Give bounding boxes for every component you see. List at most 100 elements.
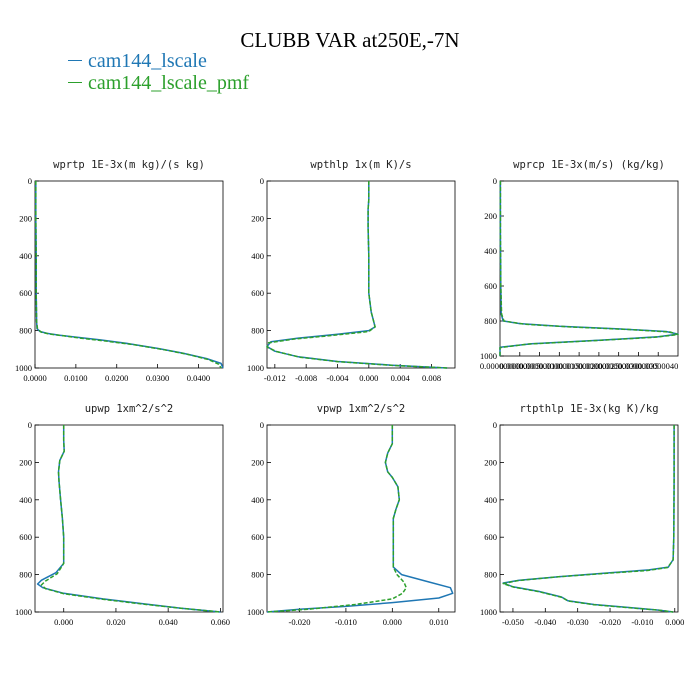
legend-label-2: cam144_lscale_pmf [88,72,250,94]
panel-2-frame [266,180,456,369]
panel-5-ytick-label: 0 [260,420,264,430]
panel-4-ytick-label: 400 [19,495,32,505]
panel-2-xtick-label: 0.004 [391,373,411,383]
panel-3-xtick-label: 0.00000020 [559,361,599,371]
panel-4-xtick-label: 0.000 [54,617,73,627]
panel-5-xtick-label: -0.020 [289,617,311,627]
legend-label-1: cam144_lscale [88,50,207,72]
panel-3-xtick-label: 0.00000035 [618,361,658,371]
panel-4-title: upwp 1xm^2/s^2 [85,403,174,415]
panel-4-series-1-line [36,425,221,613]
panel-5-series-2-line [266,425,408,613]
panel-3-title: wprcp 1E-3x(m/s) (kg/kg) [513,159,665,171]
panel-4-ytick-label: 800 [19,570,32,580]
panel-1-ytick-label: 400 [19,251,32,261]
panel-6-ytick-label: 200 [484,457,497,467]
panel-6-series-2-line [502,425,675,613]
panel-3-ytick-label: 800 [484,316,497,326]
panel-1-ytick-label: 1000 [15,363,32,373]
panel-3-ytick-label: 0 [493,176,497,186]
panel-6-ytick-label: 0 [493,420,497,430]
panel-2-ytick-label: 1000 [247,363,264,373]
panel-2-ytick-label: 0 [260,176,264,186]
legend-entry-2: cam144_lscale_pmf [68,72,249,95]
panel-4-xtick-label: 0.060 [211,617,230,627]
panel-5-ytick-label: 800 [251,570,264,580]
panel-4-frame [34,424,224,613]
panel-3-series-2-line [499,181,679,356]
panel-1-ytick-label: 200 [19,213,32,223]
panel-3-ytick-label: 600 [484,281,497,291]
panel-4-series-2-line [40,425,221,613]
panel-2-series-1-line [266,181,448,369]
panel-1-xtick-label: 0.0100 [64,373,87,383]
panel-2-xtick-label: 0.000 [359,373,378,383]
figure-title: CLUBB VAR at250E,-7N [240,28,460,52]
panel-3-ytick-label: 200 [484,211,497,221]
panel-1-xtick-label: 0.0000 [23,373,46,383]
panel-4-ytick-label: 200 [19,457,32,467]
panel-6-series-1-line [502,425,675,613]
panel-1-xtick-label: 0.0400 [187,373,210,383]
panel-1-xtick-label: 0.0200 [105,373,128,383]
legend-line-2 [68,81,82,83]
panel-6-ytick-label: 400 [484,495,497,505]
panel-1-ytick-label: 0 [28,176,32,186]
panel-1-ytick-label: 600 [19,288,32,298]
panel-4-ytick-label: 600 [19,532,32,542]
panel-2-ytick-label: 600 [251,288,264,298]
panel-2-xtick-label: 0.008 [422,373,441,383]
panel-3-xtick-label: 0.00000030 [598,361,638,371]
panel-6-xtick-label: -0.010 [631,617,653,627]
panel-3-xtick-label: 0.00000040 [638,361,678,371]
panel-3-xtick-label: 0.00000025 [579,361,619,371]
panel-2-ytick-label: 400 [251,251,264,261]
panel-6-ytick-label: 1000 [480,607,497,617]
panel-1-ytick-label: 800 [19,326,32,336]
panel-6-xtick-label: -0.050 [502,617,524,627]
panel-4-ytick-label: 1000 [15,607,32,617]
panel-5-ytick-label: 200 [251,457,264,467]
panel-5-xtick-label: 0.000 [383,617,402,627]
panel-3-ytick-label: 1000 [480,351,497,361]
panel-6-ytick-label: 600 [484,532,497,542]
legend-line-1 [68,59,82,61]
legend-entry-1: cam144_lscale [68,50,207,73]
panel-6-xtick-label: -0.020 [599,617,621,627]
panel-1-xtick-label: 0.0300 [146,373,169,383]
panel-1-title: wprtp 1E-3x(m kg)/(s kg) [53,159,205,171]
panel-3-ytick-label: 400 [484,246,497,256]
panel-5-ytick-label: 1000 [247,607,264,617]
panel-3-frame [499,180,679,357]
panel-5-ytick-label: 400 [251,495,264,505]
panel-5-frame [266,424,456,613]
panel-4-xtick-label: 0.020 [106,617,125,627]
panel-1-frame [34,180,224,369]
panel-1-series-1-line [35,181,224,369]
panel-3-xtick-label: 0.00000005 [500,361,540,371]
panel-5-xtick-label: 0.010 [429,617,448,627]
panel-5-series-1-line [266,425,454,613]
panel-6-frame [499,424,679,613]
panel-4-xtick-label: 0.040 [159,617,178,627]
panel-3-series-1-line [499,181,679,356]
panel-2-xtick-label: -0.004 [327,373,350,383]
panel-6-title: rtpthlp 1E-3x(kg K)/kg [519,403,658,415]
panel-3-xtick-label: 0.00000010 [519,361,559,371]
panel-2-ytick-label: 200 [251,213,264,223]
panel-5-xtick-label: -0.010 [335,617,357,627]
panel-2-xtick-label: -0.008 [295,373,317,383]
panel-6-xtick-label: -0.030 [567,617,589,627]
panel-2-series-2-line [266,181,448,369]
panel-2-title: wpthlp 1x(m K)/s [310,159,411,171]
panel-2-ytick-label: 800 [251,326,264,336]
panel-4-ytick-label: 0 [28,420,32,430]
panel-6-xtick-label: 0.000 [665,617,684,627]
panel-3-xtick-label: 0.00000015 [539,361,579,371]
panel-3-xtick-label: 0.00000000 [480,361,520,371]
panel-1-series-2-line [35,181,222,369]
panel-5-ytick-label: 600 [251,532,264,542]
panel-6-ytick-label: 800 [484,570,497,580]
